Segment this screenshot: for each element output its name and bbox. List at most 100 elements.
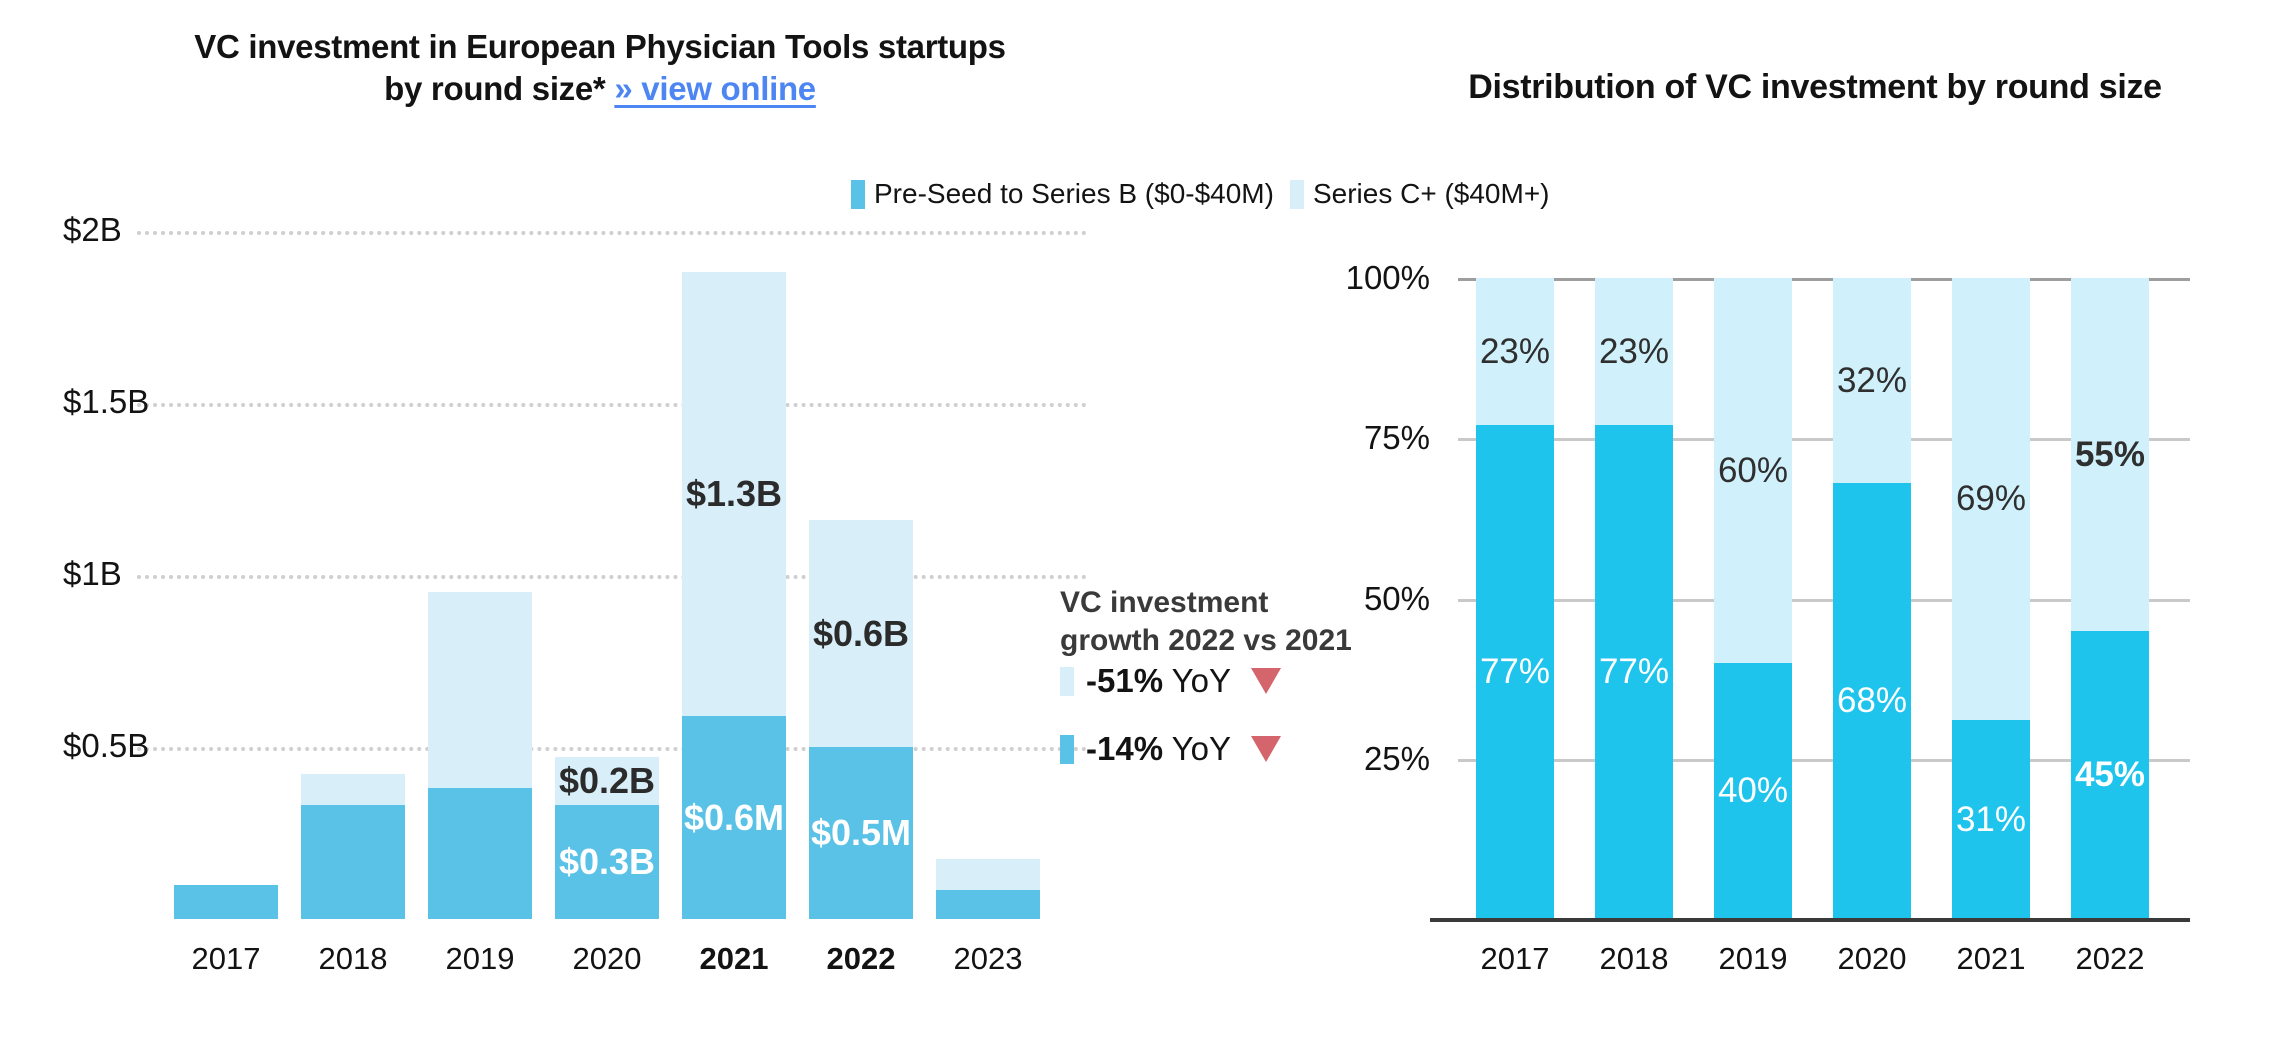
- annotation-swatch-dark-blue: [1060, 734, 1074, 764]
- right-bar-2018: 23% 77%: [1595, 278, 1673, 919]
- left-bar-label-seriesc-2021: $1.3B: [685, 473, 783, 514]
- annotation-row-preseed: -14% YoY: [1060, 730, 1281, 768]
- right-bar-label-preseed-2017: 77%: [1479, 652, 1551, 691]
- annotation-suffix-seriesc: YoY: [1163, 662, 1231, 699]
- right-y-tick-label: 50%: [1363, 580, 1430, 617]
- left-bar-segment-preseed-2023: [936, 890, 1040, 919]
- legend-swatch-dark-blue: [851, 179, 865, 209]
- right-y-tick-label: 25%: [1363, 740, 1430, 777]
- right-bar-label-seriesc-2020: 32%: [1836, 360, 1908, 400]
- right-gridline-25%: [1458, 759, 2190, 762]
- left-chart-legend: Pre-Seed to Series B ($0-$40M) Series C+…: [851, 178, 1550, 210]
- annotation-row-seriesc: -51% YoY: [1060, 662, 1281, 700]
- right-x-label-2021: 2021: [1956, 941, 2026, 976]
- left-chart-title-line2-text: by round size*: [384, 70, 606, 107]
- down-triangle-icon: [1250, 736, 1281, 762]
- right-x-label-2019: 2019: [1718, 941, 1788, 976]
- left-y-tick-label: $2B: [63, 211, 122, 248]
- annotation-title: VC investment growth 2022 vs 2021: [1060, 584, 1352, 660]
- legend-item-seriesc: Series C+ ($40M+): [1289, 178, 1550, 210]
- left-bar-2019: [428, 0, 532, 919]
- right-bar-2020: 32% 68%: [1833, 278, 1911, 919]
- right-bar-label-seriesc-2018: 23%: [1598, 331, 1670, 371]
- right-bar-label-seriesc-2022: 55%: [2074, 434, 2146, 474]
- left-bar-segment-seriesc-2019: [428, 592, 532, 788]
- left-bar-2017: [174, 0, 278, 919]
- annotation-title-line2: growth 2022 vs 2021: [1060, 624, 1352, 657]
- legend-item-preseed: Pre-Seed to Series B ($0-$40M): [851, 178, 1274, 210]
- annotation-value-seriesc: -51% YoY: [1086, 662, 1231, 700]
- left-gridline-$0.5B: [137, 747, 1087, 751]
- left-x-label-2023: 2023: [953, 941, 1023, 976]
- down-triangle-icon: [1250, 668, 1281, 694]
- left-bar-label-preseed-2020: $0.3B: [558, 841, 656, 882]
- right-gridline-75%: [1458, 438, 2190, 441]
- left-bar-segment-preseed-2019: [428, 788, 532, 919]
- view-online-link[interactable]: » view online: [614, 70, 816, 107]
- left-bar-segment-seriesc-2022: $0.6B: [809, 520, 913, 747]
- right-bar-2021: 69% 31%: [1952, 278, 2030, 919]
- right-bar-segment-seriesc-2018: 23%: [1595, 278, 1673, 425]
- left-bar-segment-preseed-2020: $0.3B: [555, 805, 659, 919]
- left-y-tick-label: $1.5B: [63, 383, 150, 420]
- right-x-label-2022: 2022: [2075, 941, 2145, 976]
- legend-swatch-light-blue: [1289, 179, 1304, 209]
- legend-label-seriesc: Series C+ ($40M+): [1312, 178, 1550, 209]
- left-chart-title-line2: by round size* » view online: [100, 68, 1100, 110]
- right-x-axis-line: [1430, 918, 2190, 922]
- right-bar-label-preseed-2021: 31%: [1955, 799, 2027, 839]
- right-bar-segment-preseed-2021: 31%: [1952, 720, 2030, 919]
- left-bar-segment-seriesc-2018: [301, 774, 405, 805]
- right-bar-label-seriesc-2017: 23%: [1479, 331, 1551, 371]
- right-y-tick-label: 100%: [1345, 259, 1430, 296]
- legend-label-preseed: Pre-Seed to Series B ($0-$40M): [874, 178, 1274, 209]
- right-bar-label-preseed-2020: 68%: [1836, 681, 1908, 720]
- right-bar-2022: 55% 45%: [2071, 278, 2149, 919]
- right-bar-label-preseed-2022: 45%: [2074, 755, 2146, 794]
- right-y-tick-label: 75%: [1363, 419, 1430, 456]
- annotation-swatch-light-blue: [1060, 666, 1074, 696]
- left-x-label-2022: 2022: [826, 941, 896, 976]
- right-x-label-2017: 2017: [1480, 941, 1550, 976]
- left-bar-2023: [936, 0, 1040, 919]
- right-bar-segment-seriesc-2019: 60%: [1714, 278, 1792, 663]
- right-gridline-50%: [1458, 599, 2190, 602]
- left-bar-2020: $0.2B $0.3B: [555, 0, 659, 919]
- left-bar-segment-seriesc-2023: [936, 859, 1040, 890]
- right-bar-label-seriesc-2021: 69%: [1955, 479, 2027, 518]
- left-gridline-$2B: [137, 231, 1087, 235]
- left-bar-segment-preseed-2017: [174, 885, 278, 919]
- left-bar-2021: $1.3B $0.6M: [682, 0, 786, 919]
- right-bar-segment-seriesc-2021: 69%: [1952, 278, 2030, 720]
- right-x-label-2020: 2020: [1837, 941, 1907, 976]
- left-bar-label-preseed-2021: $0.6M: [683, 796, 785, 838]
- right-bar-segment-preseed-2020: 68%: [1833, 483, 1911, 919]
- annotation-delta-preseed: -14%: [1086, 730, 1164, 767]
- left-bar-2022: $0.6B $0.5M: [809, 0, 913, 919]
- annotation-delta-seriesc: -51%: [1086, 662, 1164, 699]
- right-bar-label-preseed-2019: 40%: [1717, 771, 1789, 810]
- right-bar-segment-preseed-2018: 77%: [1595, 425, 1673, 919]
- right-bar-segment-preseed-2019: 40%: [1714, 663, 1792, 919]
- left-y-tick-label: $0.5B: [63, 727, 150, 764]
- right-gridline-100%: [1458, 278, 2190, 281]
- right-chart-title: Distribution of VC investment by round s…: [1468, 68, 2162, 106]
- right-bar-segment-seriesc-2022: 55%: [2071, 278, 2149, 631]
- right-bar-segment-seriesc-2017: 23%: [1476, 278, 1554, 425]
- left-bar-segment-preseed-2021: $0.6M: [682, 716, 786, 919]
- left-x-label-2018: 2018: [318, 941, 388, 976]
- left-chart-title-line1: VC investment in European Physician Tool…: [194, 28, 1006, 65]
- left-bar-segment-seriesc-2020: $0.2B: [555, 757, 659, 805]
- left-bar-segment-preseed-2022: $0.5M: [809, 747, 913, 919]
- left-chart-title: VC investment in European Physician Tool…: [100, 26, 1100, 110]
- left-x-label-2019: 2019: [445, 941, 515, 976]
- annotation-title-line1: VC investment: [1060, 586, 1269, 619]
- left-bar-label-seriesc-2020: $0.2B: [558, 760, 656, 801]
- right-bar-segment-preseed-2022: 45%: [2071, 631, 2149, 919]
- right-bar-2019: 60% 40%: [1714, 278, 1792, 919]
- left-bar-segment-seriesc-2021: $1.3B: [682, 272, 786, 716]
- right-bar-label-seriesc-2019: 60%: [1717, 450, 1789, 490]
- annotation-suffix-preseed: YoY: [1163, 730, 1231, 767]
- left-gridline-$1.5B: [137, 403, 1087, 407]
- left-y-tick-label: $1B: [63, 555, 122, 592]
